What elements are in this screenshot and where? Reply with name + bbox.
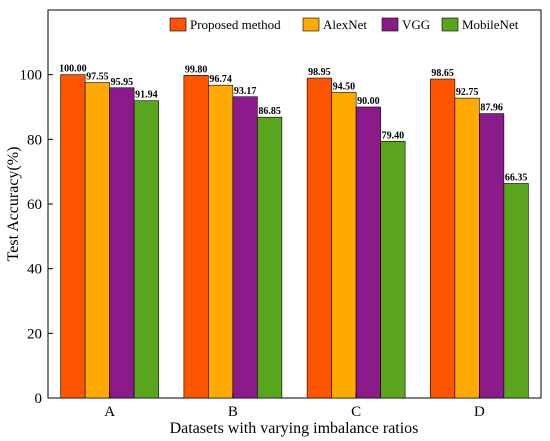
x-tick-label: C — [351, 404, 361, 420]
x-axis: A B C D — [104, 393, 485, 420]
legend-label: AlexNet — [323, 17, 367, 32]
data-label: 95.95 — [111, 77, 134, 88]
data-label: 91.94 — [135, 90, 158, 101]
data-label: 94.50 — [333, 81, 356, 92]
y-tick-label: 60 — [27, 197, 42, 213]
x-tick-label: B — [228, 404, 238, 420]
y-tick-label: 100 — [20, 68, 43, 84]
bar-alexnet-c — [331, 92, 357, 399]
bar-vgg-c — [355, 106, 381, 399]
y-tick-label: 40 — [27, 262, 42, 278]
bar-mobilenet-d — [503, 183, 529, 399]
data-label: 99.80 — [185, 64, 208, 75]
bar-mobilenet-a — [133, 100, 159, 399]
data-label: 93.17 — [234, 86, 257, 97]
data-label: 96.74 — [209, 74, 232, 85]
legend-label: VGG — [402, 17, 430, 32]
legend-swatch — [302, 17, 320, 32]
bar-alexnet-d — [454, 97, 480, 399]
x-tick-label: D — [474, 404, 485, 420]
bar-vgg-b — [232, 96, 258, 399]
y-axis: 0 20 40 60 80 100 — [20, 68, 53, 407]
legend-swatch — [381, 17, 399, 32]
bar-vgg-a — [109, 87, 135, 399]
y-tick-label: 80 — [27, 132, 42, 148]
y-tick-label: 20 — [27, 326, 42, 342]
data-label: 66.35 — [505, 172, 528, 183]
legend-swatch — [169, 17, 187, 32]
data-label: 100.00 — [59, 64, 87, 75]
legend-label: Proposed method — [190, 17, 281, 32]
legend-label: MobileNet — [462, 17, 519, 32]
bar-vgg-d — [479, 113, 505, 399]
legend: Proposed method AlexNet VGG MobileNet — [169, 17, 519, 32]
bar-alexnet-b — [208, 84, 234, 399]
bar-proposed-method-b — [183, 75, 209, 399]
legend-swatch — [441, 17, 459, 32]
bar-proposed-method-a — [60, 74, 86, 399]
bar-mobilenet-c — [380, 140, 406, 399]
bars-group — [60, 74, 529, 399]
data-label: 79.40 — [382, 130, 405, 141]
y-axis-title: Test Accuracy(%) — [5, 147, 22, 262]
x-tick-label: A — [104, 404, 115, 420]
y-tick-label: 0 — [35, 391, 43, 407]
data-label: 98.95 — [308, 67, 331, 78]
data-label: 97.55 — [86, 72, 109, 83]
bar-mobilenet-b — [257, 116, 283, 399]
x-axis-title: Datasets with varying imbalance ratios — [170, 420, 419, 437]
bar-alexnet-a — [84, 82, 110, 399]
data-label: 90.00 — [357, 96, 380, 107]
data-label: 92.75 — [456, 87, 479, 98]
bar-proposed-method-c — [306, 77, 332, 399]
bar-proposed-method-d — [430, 78, 456, 399]
data-label: 98.65 — [431, 68, 454, 79]
data-label: 86.85 — [258, 106, 281, 117]
data-label: 87.96 — [480, 103, 503, 114]
